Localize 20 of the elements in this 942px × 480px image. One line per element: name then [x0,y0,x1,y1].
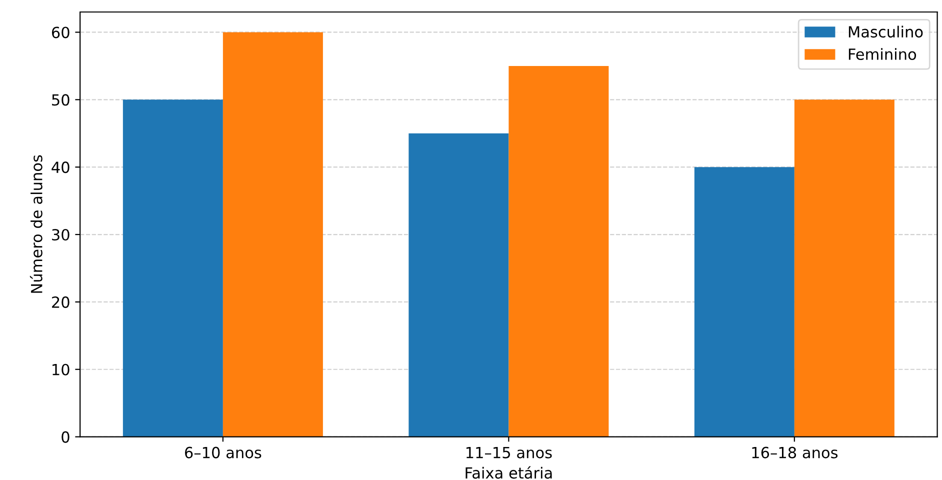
bar [694,167,794,437]
y-tick-label: 10 [52,364,70,376]
bar [222,32,323,437]
x-tick-label: 16–18 anos [752,446,838,458]
y-tick-label: 20 [52,296,70,308]
bar [508,66,609,437]
legend-label: Feminino [848,48,916,60]
x-tick-label: 11–15 anos [466,446,552,458]
y-axis-title: Número de alunos [30,155,42,293]
y-tick-label: 60 [52,26,70,38]
y-tick-label: 0 [62,431,70,443]
y-tick-label: 30 [52,228,70,241]
bar [794,100,894,437]
y-tick-label: 50 [52,94,70,106]
legend-label: Masculino [848,26,923,38]
x-axis-title: Faixa etária [466,466,552,479]
y-tick-label: 40 [52,162,70,174]
x-tick-label: 6–10 anos [185,446,262,458]
bar [408,133,509,437]
bar [122,100,223,437]
